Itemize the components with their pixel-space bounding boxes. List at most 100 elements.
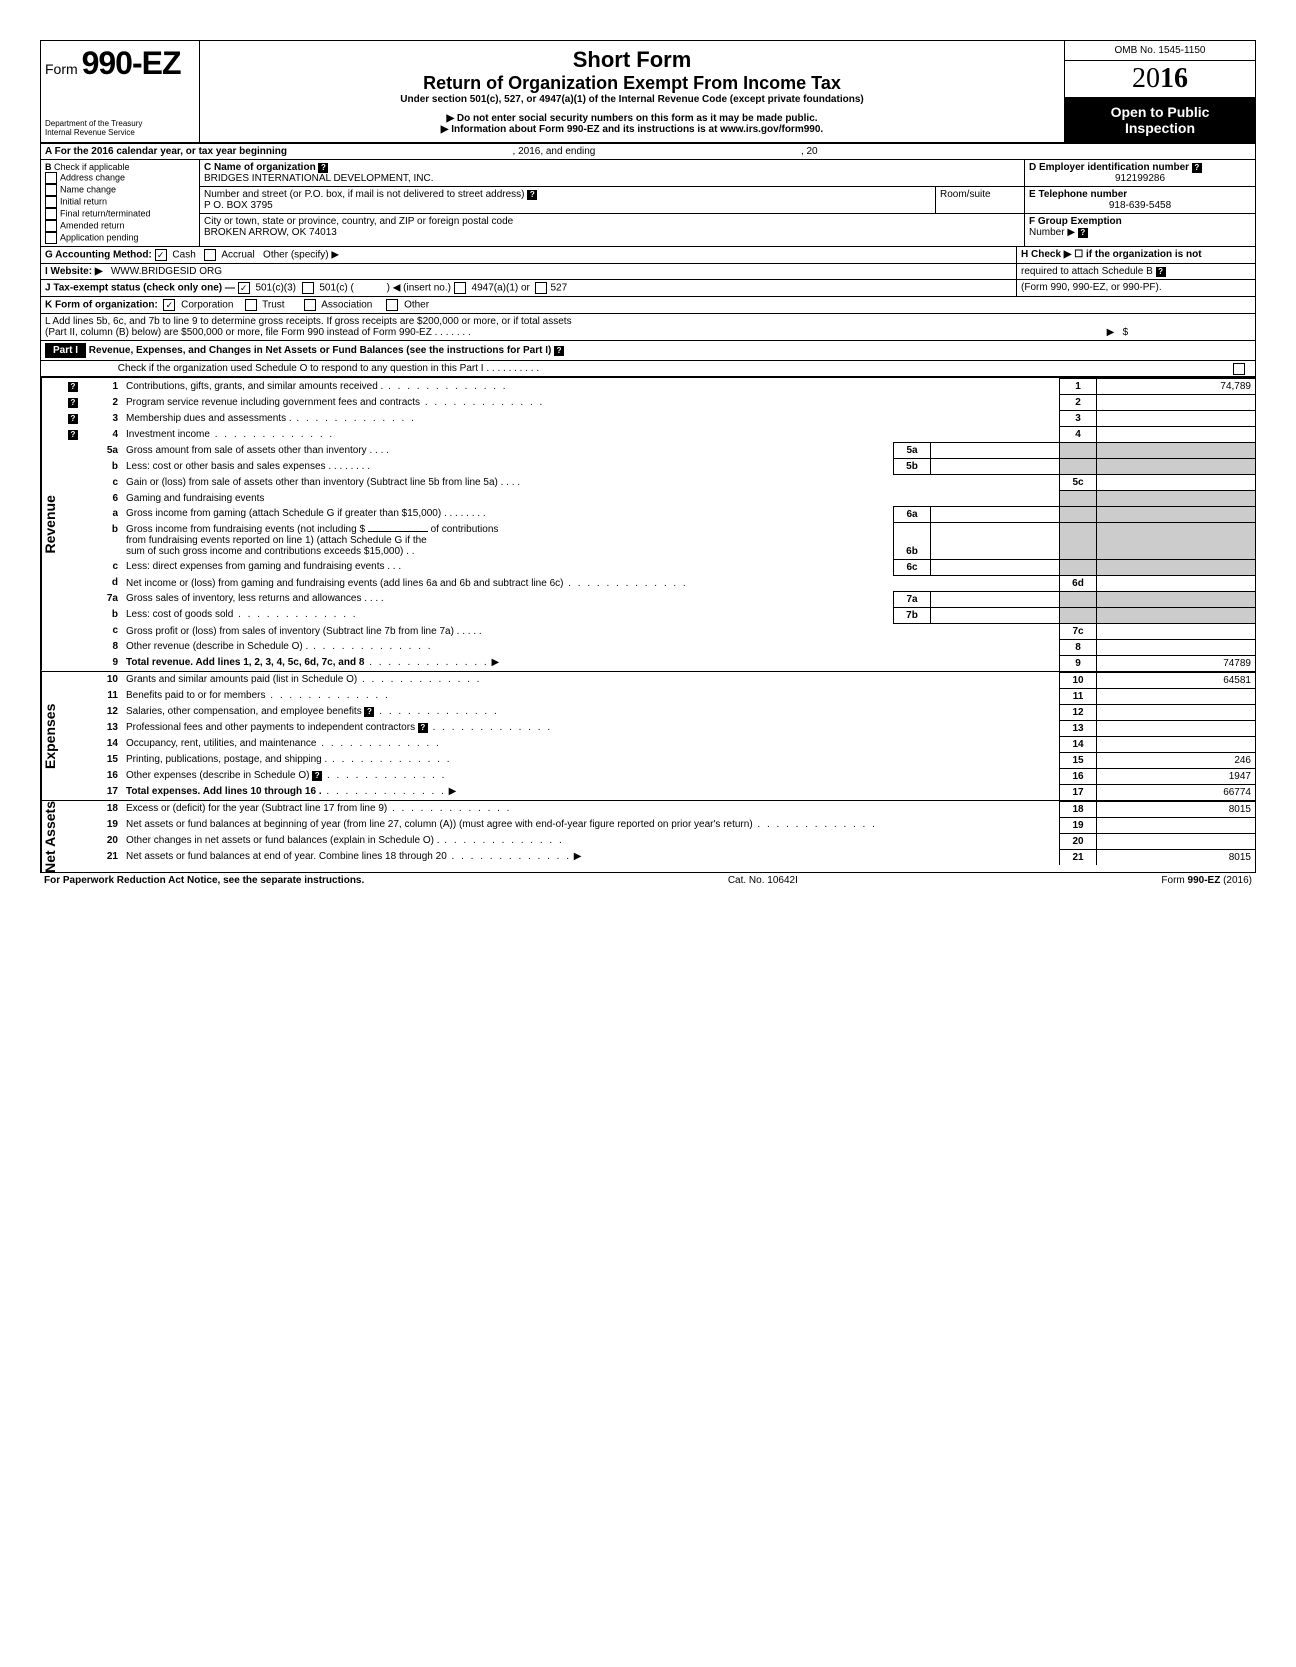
line-12: 12 Salaries, other compensation, and emp…	[64, 704, 1255, 720]
dept-line2: Internal Revenue Service	[45, 129, 195, 138]
help-icon[interactable]: ?	[1192, 163, 1202, 173]
line-9: 9 Total revenue. Add lines 1, 2, 3, 4, 5…	[64, 655, 1255, 671]
checkbox-address-change[interactable]	[45, 172, 57, 184]
section-l: L Add lines 5b, 6c, and 7b to line 9 to …	[41, 314, 1255, 341]
help-icon[interactable]: ?	[68, 398, 78, 408]
line-15: 15 Printing, publications, postage, and …	[64, 752, 1255, 768]
line-7b: b Less: cost of goods sold 7b	[64, 607, 1255, 623]
help-icon[interactable]: ?	[1078, 228, 1088, 238]
line-11: 11 Benefits paid to or for members 11	[64, 688, 1255, 704]
form-990ez: Form 990-EZ Department of the Treasury I…	[40, 40, 1256, 873]
line-7c: c Gross profit or (loss) from sales of i…	[64, 623, 1255, 639]
form-number: 990-EZ	[82, 45, 181, 81]
checkbox-cash[interactable]	[155, 249, 167, 261]
line-10: 10 Grants and similar amounts paid (list…	[64, 672, 1255, 688]
section-def: D Employer identification number ? 91219…	[1025, 160, 1255, 246]
amount-16: 1947	[1097, 768, 1256, 784]
line-17: 17 Total expenses. Add lines 10 through …	[64, 784, 1255, 800]
line-6: 6 Gaming and fundraising events	[64, 491, 1255, 507]
section-j: J Tax-exempt status (check only one) — 5…	[41, 280, 1255, 297]
telephone: 918-639-5458	[1029, 200, 1251, 211]
line-3: ? 3 Membership dues and assessments . 3	[64, 411, 1255, 427]
line-8: 8 Other revenue (describe in Schedule O)…	[64, 639, 1255, 655]
website: WWW.BRIDGESID ORG	[111, 266, 222, 277]
line-20: 20 Other changes in net assets or fund b…	[64, 833, 1255, 849]
line-21: 21 Net assets or fund balances at end of…	[64, 849, 1255, 865]
checkbox-527[interactable]	[535, 282, 547, 294]
help-icon[interactable]: ?	[312, 771, 322, 781]
footer-right: Form 990-EZ (2016)	[1161, 875, 1252, 886]
tax-year: 2016	[1065, 61, 1255, 98]
title-short-form: Short Form	[206, 47, 1058, 73]
checkbox-final-return[interactable]	[45, 208, 57, 220]
line-2: ? 2 Program service revenue including go…	[64, 395, 1255, 411]
open-to-public: Open to Public Inspection	[1065, 98, 1255, 142]
checkbox-association[interactable]	[304, 299, 316, 311]
checkbox-4947[interactable]	[454, 282, 466, 294]
help-icon[interactable]: ?	[68, 414, 78, 424]
ein: 912199286	[1029, 173, 1251, 184]
form-header: Form 990-EZ Department of the Treasury I…	[41, 41, 1255, 144]
amount-21: 8015	[1097, 849, 1256, 865]
revenue-section: Revenue ? 1 Contributions, gifts, grants…	[41, 377, 1255, 672]
expenses-section: Expenses 10 Grants and similar amounts p…	[41, 672, 1255, 801]
line-19: 19 Net assets or fund balances at beginn…	[64, 817, 1255, 833]
org-name: BRIDGES INTERNATIONAL DEVELOPMENT, INC.	[204, 173, 433, 184]
help-icon[interactable]: ?	[527, 190, 537, 200]
netassets-label: Net Assets	[41, 801, 64, 873]
room-suite-label: Room/suite	[936, 187, 1024, 213]
line-6a: a Gross income from gaming (attach Sched…	[64, 506, 1255, 522]
footer-left: For Paperwork Reduction Act Notice, see …	[44, 875, 364, 886]
section-k: K Form of organization: Corporation Trus…	[41, 297, 1255, 314]
line-5a: 5a Gross amount from sale of assets othe…	[64, 443, 1255, 459]
checkbox-other-org[interactable]	[386, 299, 398, 311]
title-return: Return of Organization Exempt From Incom…	[206, 73, 1058, 94]
section-gh: G Accounting Method: Cash Accrual Other …	[41, 246, 1255, 264]
amount-15: 246	[1097, 752, 1256, 768]
checkbox-initial-return[interactable]	[45, 196, 57, 208]
section-i: I Website: ▶ WWW.BRIDGESID ORG required …	[41, 264, 1255, 280]
amount-9: 74789	[1097, 655, 1256, 671]
form-footer: For Paperwork Reduction Act Notice, see …	[40, 873, 1256, 888]
line-13: 13 Professional fees and other payments …	[64, 720, 1255, 736]
line-18: 18 Excess or (deficit) for the year (Sub…	[64, 801, 1255, 817]
line-7a: 7a Gross sales of inventory, less return…	[64, 591, 1255, 607]
checkbox-trust[interactable]	[245, 299, 257, 311]
city-state-zip: BROKEN ARROW, OK 74013	[204, 227, 337, 238]
amount-17: 66774	[1097, 784, 1256, 800]
help-icon[interactable]: ?	[364, 707, 374, 717]
revenue-label: Revenue	[41, 378, 64, 671]
section-a: A For the 2016 calendar year, or tax yea…	[41, 144, 1255, 160]
help-icon[interactable]: ?	[554, 346, 564, 356]
checkbox-name-change[interactable]	[45, 184, 57, 196]
form-number-cell: Form 990-EZ Department of the Treasury I…	[41, 41, 200, 142]
checkbox-schedule-o[interactable]	[1233, 363, 1245, 375]
part1-check: Check if the organization used Schedule …	[41, 361, 1255, 377]
help-icon[interactable]: ?	[318, 163, 328, 173]
checkbox-application-pending[interactable]	[45, 232, 57, 244]
amount-18: 8015	[1097, 801, 1256, 817]
netassets-section: Net Assets 18 Excess or (deficit) for th…	[41, 801, 1255, 873]
section-c: C Name of organization ? BRIDGES INTERNA…	[200, 160, 1025, 246]
line-6b: b Gross income from fundraising events (…	[64, 522, 1255, 559]
checkbox-amended[interactable]	[45, 220, 57, 232]
form-prefix: Form	[45, 61, 78, 77]
checkbox-501c3[interactable]	[238, 282, 250, 294]
omb-number: OMB No. 1545-1150	[1065, 41, 1255, 61]
help-icon[interactable]: ?	[68, 430, 78, 440]
line-5b: b Less: cost or other basis and sales ex…	[64, 459, 1255, 475]
checkbox-corporation[interactable]	[163, 299, 175, 311]
help-icon[interactable]: ?	[1156, 267, 1166, 277]
org-info-row: B Check if applicable Address change Nam…	[41, 160, 1255, 246]
checkbox-accrual[interactable]	[204, 249, 216, 261]
right-header: OMB No. 1545-1150 2016 Open to Public In…	[1065, 41, 1255, 142]
line-5c: c Gain or (loss) from sale of assets oth…	[64, 475, 1255, 491]
line-6c: c Less: direct expenses from gaming and …	[64, 559, 1255, 575]
help-icon[interactable]: ?	[68, 382, 78, 392]
help-icon[interactable]: ?	[418, 723, 428, 733]
instr-info: ▶ Information about Form 990-EZ and its …	[206, 124, 1058, 135]
checkbox-501c[interactable]	[302, 282, 314, 294]
expenses-label: Expenses	[41, 672, 64, 800]
title-section: Under section 501(c), 527, or 4947(a)(1)…	[206, 94, 1058, 105]
part1-header: Part I Revenue, Expenses, and Changes in…	[41, 341, 1255, 361]
